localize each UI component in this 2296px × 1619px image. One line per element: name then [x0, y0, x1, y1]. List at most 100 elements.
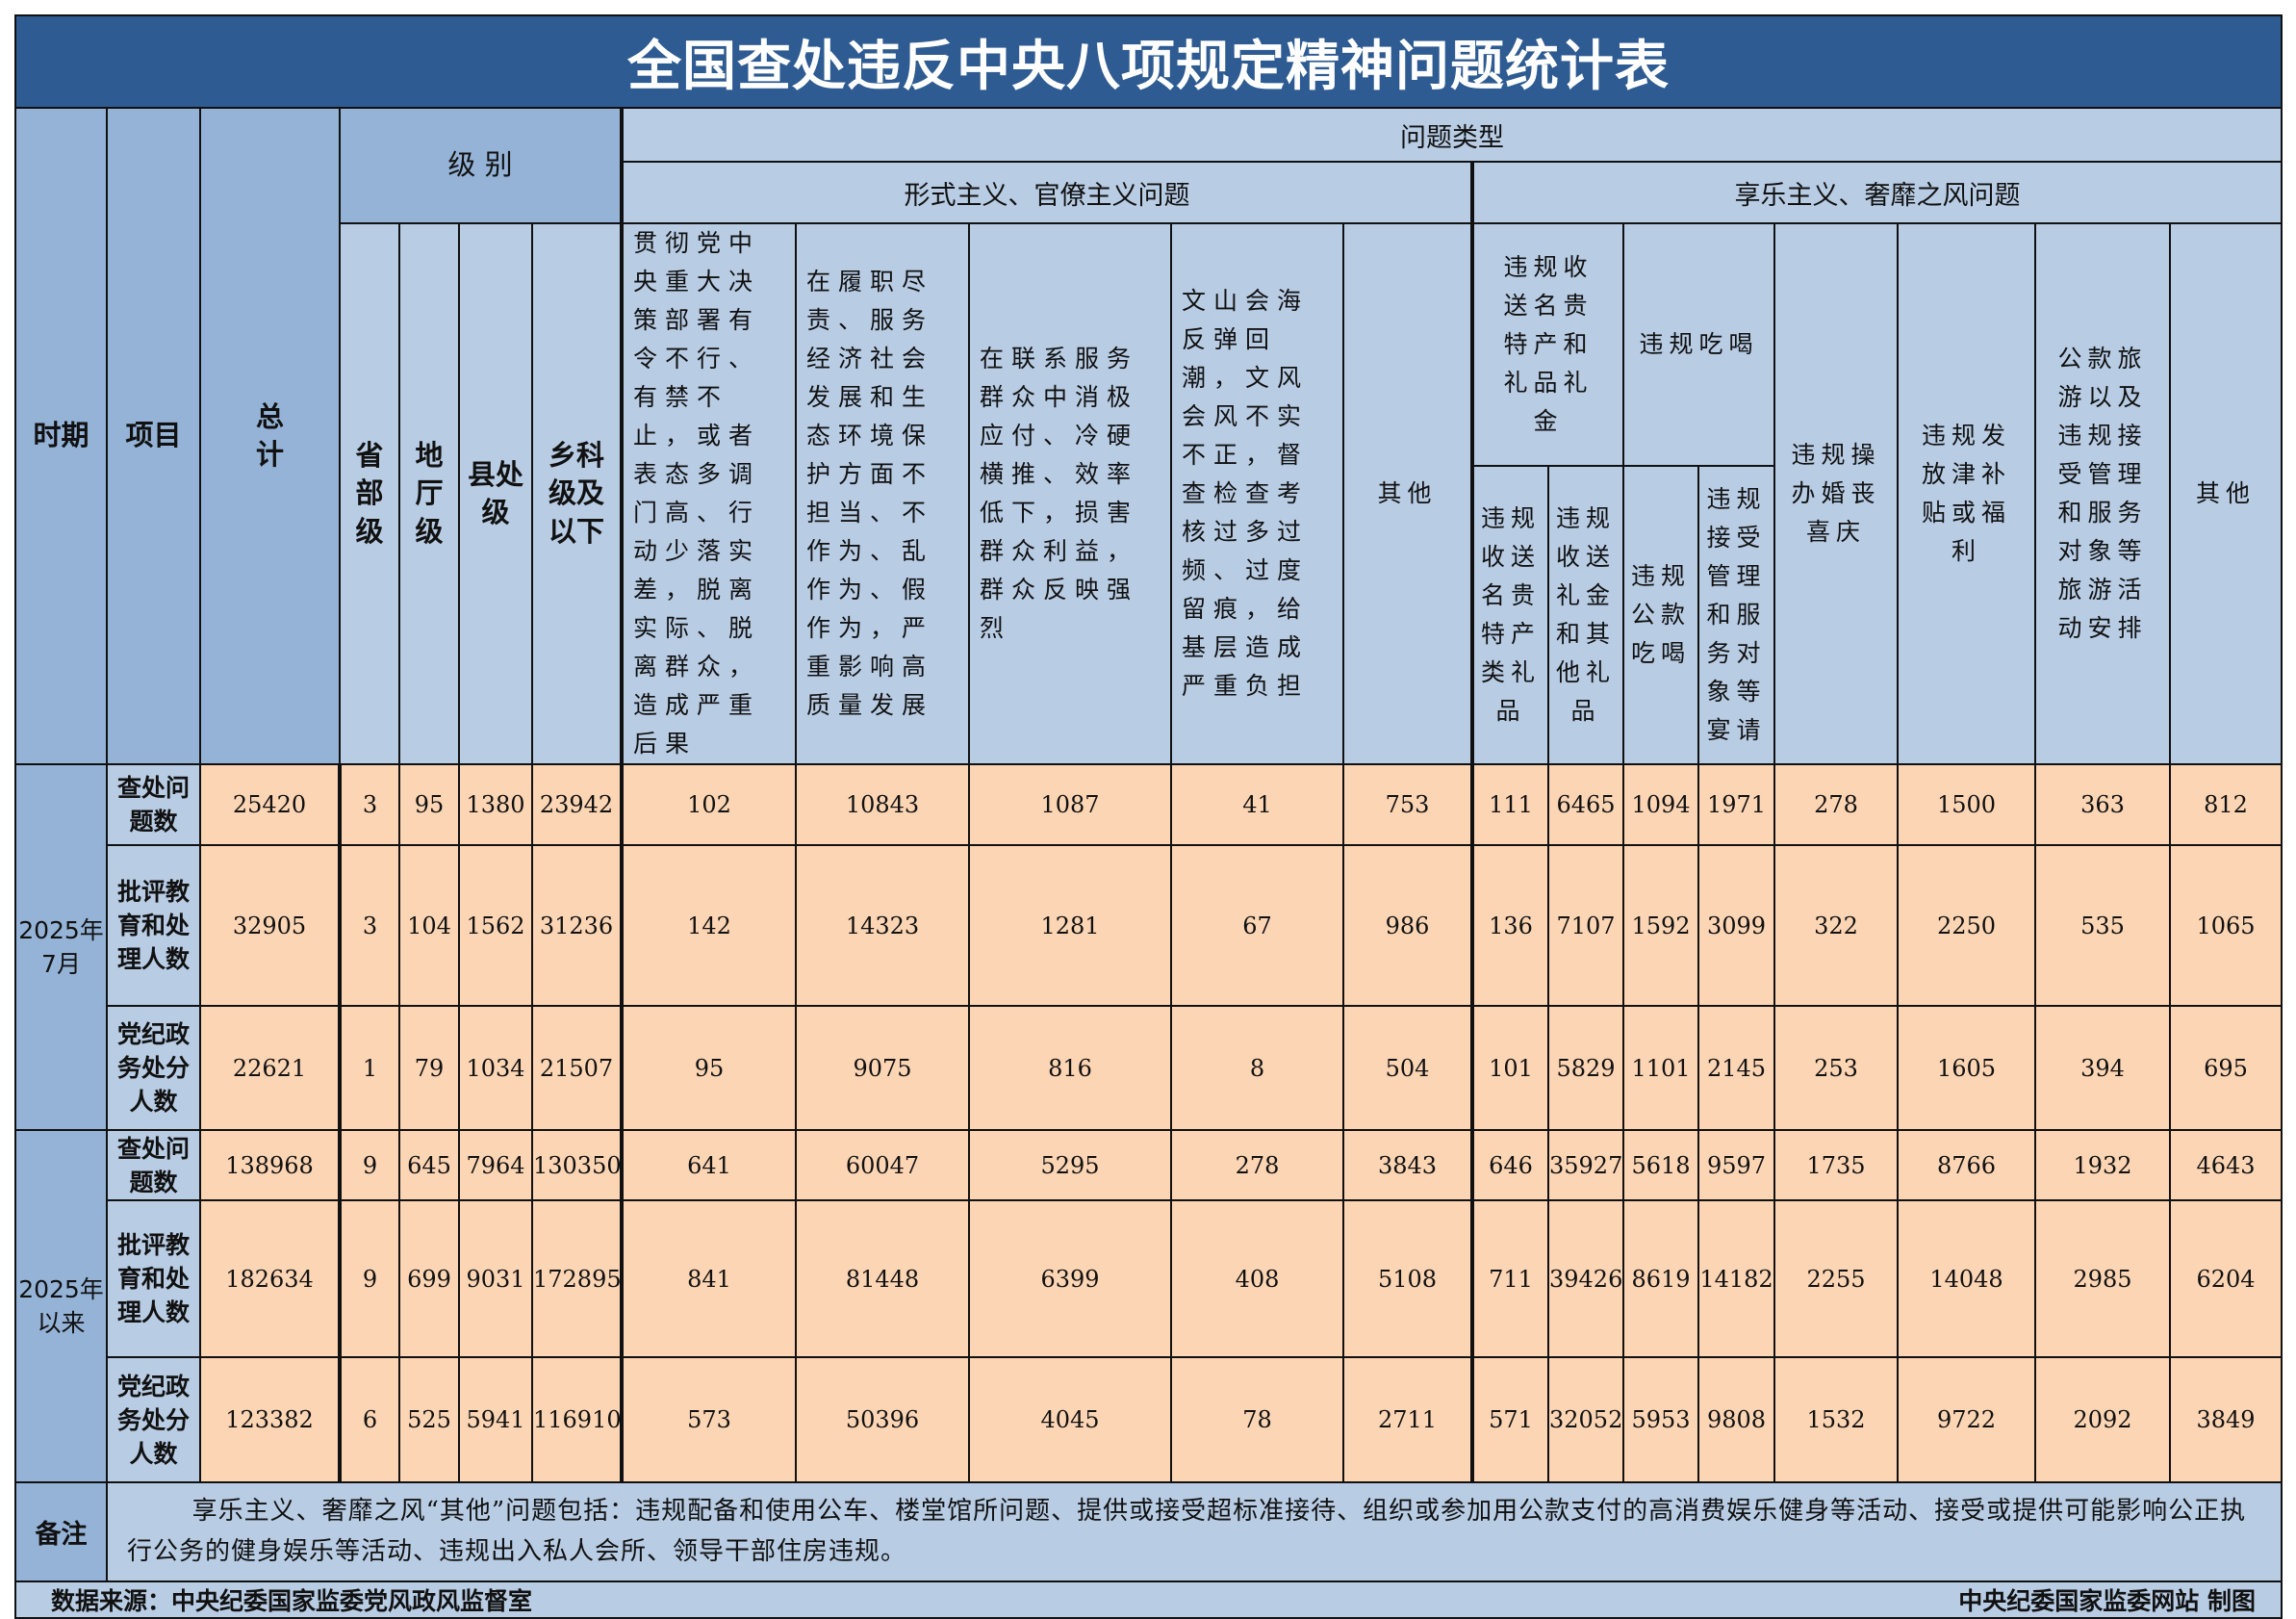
header-formalism-col-1: 贯彻党中央重大决策部署有令不行、有禁不止，或者表态多调门高、行动少落实差，脱离实…	[620, 222, 797, 765]
value-cell: 6399	[968, 1199, 1172, 1358]
statistics-table-frame: 全国查处违反中央八项规定精神问题统计表 时期 项目 总计 级 别 问题类型 形式…	[14, 14, 2283, 1619]
value-cell: 571	[1470, 1356, 1549, 1483]
value-cell: 123382	[199, 1356, 341, 1483]
value-cell: 95	[398, 763, 460, 846]
value-cell: 2145	[1697, 1005, 1775, 1131]
value-cell: 753	[1342, 763, 1473, 846]
value-cell: 9	[338, 1129, 400, 1201]
value-cell: 1094	[1622, 763, 1699, 846]
value-cell: 104	[398, 844, 460, 1007]
value-cell: 22621	[199, 1005, 341, 1131]
period-label: 2025年7月	[14, 763, 108, 1131]
value-cell: 2711	[1342, 1356, 1473, 1483]
value-cell: 1932	[2034, 1129, 2171, 1201]
header-item: 项目	[106, 107, 201, 765]
value-cell: 142	[620, 844, 797, 1007]
value-cell: 9	[338, 1199, 400, 1358]
value-cell: 21507	[531, 1005, 623, 1131]
value-cell: 363	[2034, 763, 2171, 846]
value-cell: 408	[1170, 1199, 1344, 1358]
value-cell: 5618	[1622, 1129, 1699, 1201]
value-cell: 5295	[968, 1129, 1172, 1201]
header-formalism-col-2: 在履职尽责、服务经济社会发展和生态环境保护方面不担当、不作为、乱作为、假作为，严…	[795, 222, 970, 765]
row-item-label: 党纪政务处分人数	[106, 1356, 201, 1483]
value-cell: 116910	[531, 1356, 623, 1483]
value-cell: 1971	[1697, 763, 1775, 846]
statistics-table: 全国查处违反中央八项规定精神问题统计表 时期 项目 总计 级 别 问题类型 形式…	[14, 14, 2283, 1619]
table-row: 批评教育和处理人数 182634 9 699 9031 172895 841 81448 639…	[15, 1199, 2283, 1358]
table-row: 党纪政务处分人数 123382 6 525 5941 116910 573 50396 4045…	[15, 1356, 2283, 1483]
value-cell: 641	[620, 1129, 797, 1201]
row-item-label: 查处问题数	[106, 1129, 201, 1201]
header-gifts-group: 违规收送名贵特产和礼品礼金	[1470, 222, 1624, 467]
value-cell: 4643	[2169, 1129, 2283, 1201]
value-cell: 9031	[458, 1199, 533, 1358]
value-cell: 9075	[795, 1005, 970, 1131]
value-cell: 1087	[968, 763, 1172, 846]
header-gifts-specialty: 违规收送名贵特产类礼品	[1470, 464, 1549, 766]
value-cell: 14323	[795, 844, 970, 1007]
value-cell: 14182	[1697, 1199, 1775, 1358]
value-cell: 1735	[1773, 1129, 1899, 1201]
header-hedonism: 享乐主义、奢靡之风问题	[1470, 161, 2283, 224]
value-cell: 1	[338, 1005, 400, 1131]
value-cell: 2255	[1773, 1199, 1899, 1358]
value-cell: 31236	[531, 844, 623, 1007]
data-source: 数据来源：中央纪委国家监委党风政风监督室	[51, 1587, 533, 1615]
value-cell: 9808	[1697, 1356, 1775, 1483]
value-cell: 841	[620, 1199, 797, 1358]
value-cell: 1605	[1897, 1005, 2036, 1131]
value-cell: 32052	[1547, 1356, 1624, 1483]
value-cell: 50396	[795, 1356, 970, 1483]
value-cell: 645	[398, 1129, 460, 1201]
value-cell: 1592	[1622, 844, 1699, 1007]
value-cell: 5108	[1342, 1199, 1473, 1358]
value-cell: 504	[1342, 1005, 1473, 1131]
header-total: 总计	[199, 107, 341, 765]
table-row: 2025年7月 查处问题数 25420 3 95 1380 23942 102 10843 108…	[14, 763, 2283, 1131]
value-cell: 322	[1773, 844, 1899, 1007]
value-cell: 39426	[1547, 1199, 1624, 1358]
value-cell: 7964	[458, 1129, 533, 1201]
header-formalism-col-3: 在联系服务群众中消极应付、冷硬横推、效率低下，损害群众利益，群众反映强烈	[968, 222, 1172, 765]
value-cell: 6	[338, 1356, 400, 1483]
footer-bar: 数据来源：中央纪委国家监委党风政风监督室 中央纪委国家监委网站 制图	[14, 1580, 2283, 1619]
value-cell: 8	[1170, 1005, 1344, 1131]
value-cell: 41	[1170, 763, 1344, 846]
value-cell: 3849	[2169, 1356, 2283, 1483]
row-item-label: 批评教育和处理人数	[106, 844, 201, 1007]
value-cell: 8619	[1622, 1199, 1699, 1358]
value-cell: 32905	[199, 844, 341, 1007]
header-period: 时期	[14, 107, 108, 765]
value-cell: 95	[620, 1005, 797, 1131]
value-cell: 9597	[1697, 1129, 1775, 1201]
header-dining-group: 违规吃喝	[1622, 222, 1775, 467]
header-formalism: 形式主义、官僚主义问题	[620, 161, 1473, 224]
value-cell: 646	[1470, 1129, 1549, 1201]
value-cell: 9722	[1897, 1356, 2036, 1483]
period-label: 2025年以来	[14, 1129, 108, 1483]
value-cell: 816	[968, 1005, 1172, 1131]
header-dining-public-funds: 违规公款吃喝	[1622, 464, 1699, 766]
value-cell: 8766	[1897, 1129, 2036, 1201]
value-cell: 172895	[531, 1199, 623, 1358]
value-cell: 7107	[1547, 844, 1624, 1007]
value-cell: 278	[1773, 763, 1899, 846]
value-cell: 4045	[968, 1356, 1172, 1483]
value-cell: 573	[620, 1356, 797, 1483]
value-cell: 3	[338, 844, 400, 1007]
row-item-label: 党纪政务处分人数	[106, 1005, 201, 1131]
value-cell: 986	[1342, 844, 1473, 1007]
value-cell: 278	[1170, 1129, 1344, 1201]
table-title: 全国查处违反中央八项规定精神问题统计表	[14, 14, 2283, 109]
header-level-township: 乡科级及以下	[531, 222, 623, 765]
value-cell: 6204	[2169, 1199, 2283, 1358]
value-cell: 2092	[2034, 1356, 2171, 1483]
value-cell: 1500	[1897, 763, 2036, 846]
header-gifts-cash: 违规收送礼金和其他礼品	[1547, 464, 1624, 766]
chart-credit: 中央纪委国家监委网站 制图	[1958, 1587, 2256, 1615]
table-row: 2025年以来 查处问题数 138968 9 645 7964 130350 641 60047…	[14, 1129, 2283, 1483]
value-cell: 1065	[2169, 844, 2283, 1007]
value-cell: 2985	[2034, 1199, 2171, 1358]
value-cell: 81448	[795, 1199, 970, 1358]
